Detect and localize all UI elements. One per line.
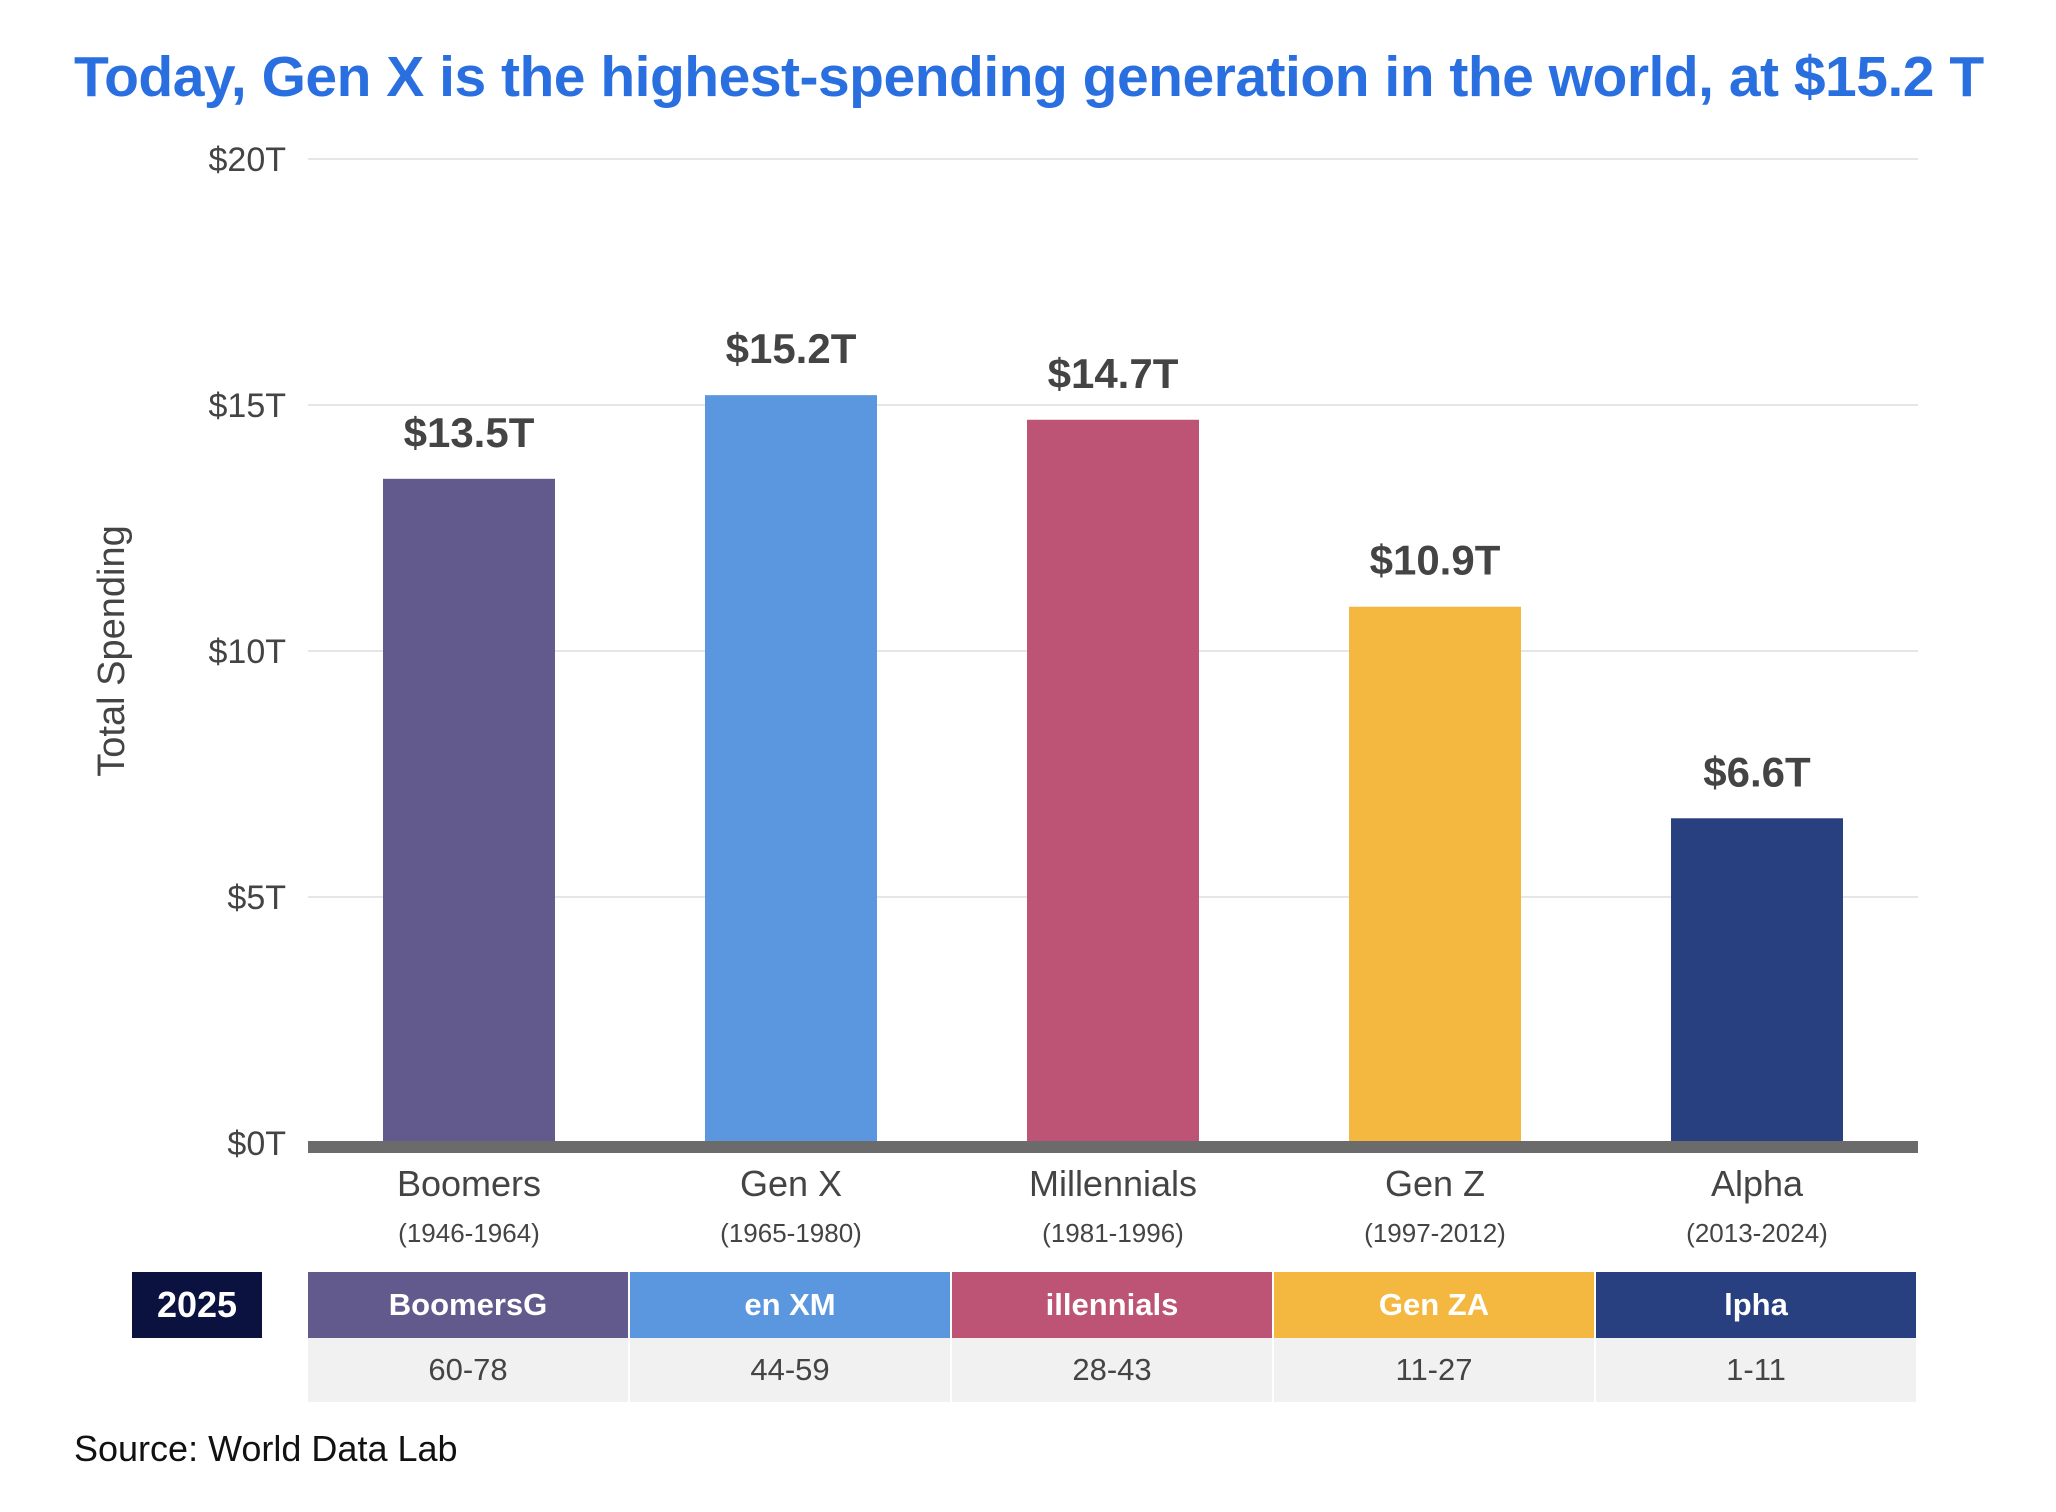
chart-title: Today, Gen X is the highest-spending gen… — [74, 45, 1984, 109]
x-tick-label: Gen Z — [1385, 1163, 1485, 1204]
age-table-header: en XM — [630, 1272, 950, 1338]
y-tick-label: $0T — [227, 1125, 286, 1163]
x-tick-label: Gen X — [740, 1163, 842, 1204]
age-table-cell: 44-59 — [630, 1338, 952, 1402]
x-tick-years: (2013-2024) — [1686, 1218, 1828, 1248]
y-tick-label: $10T — [209, 633, 287, 671]
y-tick-label: $15T — [209, 387, 287, 425]
x-tick-years: (1997-2012) — [1364, 1218, 1506, 1248]
age-table-cell: 1-11 — [1596, 1338, 1918, 1402]
age-table-cell: 28-43 — [952, 1338, 1274, 1402]
x-tick-label: Alpha — [1711, 1163, 1804, 1204]
source-note: Source: World Data Lab — [74, 1428, 458, 1469]
year-badge: 2025 — [132, 1272, 262, 1338]
data-label: $13.5T — [404, 409, 535, 456]
age-table-cell: 11-27 — [1274, 1338, 1596, 1402]
x-tick-years: (1965-1980) — [720, 1218, 862, 1248]
y-tick-label: $20T — [209, 141, 287, 179]
data-label: $14.7T — [1048, 350, 1179, 397]
x-tick-label: Millennials — [1029, 1163, 1197, 1204]
bar-chart: $0T $5T $10T $15T $20T Total Spending $13.5T Bo… — [91, 141, 1918, 1248]
bar — [1027, 419, 1199, 1143]
age-table-header: illennials — [952, 1272, 1272, 1338]
bar — [1349, 606, 1521, 1143]
bar — [383, 478, 555, 1143]
y-tick-label: $5T — [227, 879, 286, 917]
data-label: $15.2T — [726, 325, 857, 372]
age-table-header: Gen ZA — [1274, 1272, 1594, 1338]
y-axis-label: Total Spending — [91, 525, 133, 776]
data-label: $6.6T — [1703, 748, 1811, 795]
x-tick-years: (1946-1964) — [398, 1218, 540, 1248]
bar — [705, 395, 877, 1143]
bar — [1671, 818, 1843, 1143]
age-table-cell: 60-78 — [308, 1338, 630, 1402]
data-label: $10.9T — [1370, 537, 1501, 584]
age-table-header: BoomersG — [308, 1272, 628, 1338]
x-tick-years: (1981-1996) — [1042, 1218, 1184, 1248]
x-tick-label: Boomers — [397, 1163, 541, 1204]
age-table-header: lpha — [1596, 1272, 1916, 1338]
